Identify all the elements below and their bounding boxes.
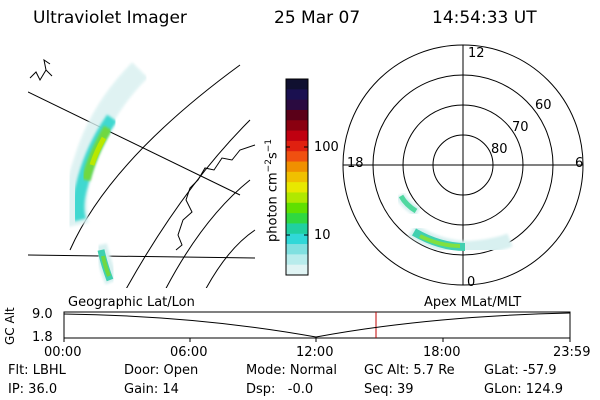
colorbar-cell bbox=[286, 99, 308, 111]
colorbar-cell bbox=[286, 223, 308, 235]
mlt-label-18: 18 bbox=[347, 156, 364, 171]
polar-aurora bbox=[395, 192, 513, 256]
colorbar-unit-label: photon cm−2s−1 bbox=[264, 138, 281, 242]
instrument-title: Ultraviolet Imager bbox=[33, 8, 187, 28]
gc-alt-curve bbox=[63, 312, 571, 338]
left-aurora bbox=[65, 62, 148, 285]
colorbar-cell bbox=[286, 109, 308, 121]
date-label: 25 Mar 07 bbox=[274, 8, 361, 28]
lat-label-60: 60 bbox=[535, 98, 552, 113]
colorbar-cell bbox=[286, 254, 308, 266]
colorbar-tick-100: 100 bbox=[314, 140, 339, 155]
colorbar-cell bbox=[286, 192, 308, 204]
colorbar-cell bbox=[286, 233, 308, 245]
gc-alt-plot bbox=[63, 311, 571, 342]
info-glon: GLon: 124.9 bbox=[484, 382, 564, 397]
y-tick-9: 9.0 bbox=[32, 307, 53, 322]
info-glat: GLat: -57.9 bbox=[484, 363, 557, 378]
info-door: Door: Open bbox=[124, 363, 199, 378]
x-tick-2359: 23:59 bbox=[553, 345, 591, 360]
polar-plot bbox=[342, 44, 584, 286]
colorbar-cell bbox=[286, 213, 308, 224]
geographic-map bbox=[28, 58, 256, 288]
colorbar-cell bbox=[286, 161, 308, 173]
colorbar-tick-10: 10 bbox=[314, 228, 331, 243]
mlt-label-0: 0 bbox=[467, 275, 476, 290]
info-seq: Seq: 39 bbox=[364, 382, 414, 397]
colorbar-cell bbox=[286, 171, 308, 183]
colorbar-cell bbox=[286, 79, 308, 90]
y-tick-1-8: 1.8 bbox=[32, 330, 53, 345]
colorbar-cell bbox=[286, 140, 308, 152]
colorbar-cell bbox=[286, 89, 308, 101]
info-filter: Flt: LBHL bbox=[8, 363, 66, 378]
color-scale-bar bbox=[285, 78, 309, 276]
colorbar-cell bbox=[286, 151, 308, 163]
info-gc-alt: GC Alt: 5.7 Re bbox=[364, 363, 455, 378]
info-mode: Mode: Normal bbox=[246, 363, 337, 378]
colorbar-cell bbox=[286, 130, 308, 142]
x-tick-1200: 12:00 bbox=[296, 345, 334, 360]
x-tick-0000: 00:00 bbox=[44, 345, 82, 360]
x-tick-0600: 06:00 bbox=[170, 345, 208, 360]
colorbar-cell bbox=[286, 182, 308, 193]
geographic-title: Geographic Lat/Lon bbox=[68, 295, 195, 310]
lat-label-80: 80 bbox=[491, 142, 508, 157]
colorbar-cell bbox=[286, 244, 308, 255]
apex-title: Apex MLat/MLT bbox=[424, 295, 522, 310]
colorbar-cell bbox=[286, 120, 308, 132]
info-gain: Gain: 14 bbox=[124, 382, 179, 397]
info-dsp: Dsp: -0.0 bbox=[246, 382, 314, 397]
lat-label-70: 70 bbox=[512, 120, 529, 135]
time-label: 14:54:33 UT bbox=[432, 8, 537, 28]
mlt-label-12: 12 bbox=[468, 46, 485, 61]
mlt-label-6: 6 bbox=[575, 156, 584, 171]
colorbar-cell bbox=[286, 202, 308, 214]
x-tick-1800: 18:00 bbox=[423, 345, 461, 360]
colorbar-cell bbox=[286, 264, 308, 276]
gc-alt-axis-label: GC Alt bbox=[3, 307, 17, 345]
info-ip: IP: 36.0 bbox=[8, 382, 58, 397]
